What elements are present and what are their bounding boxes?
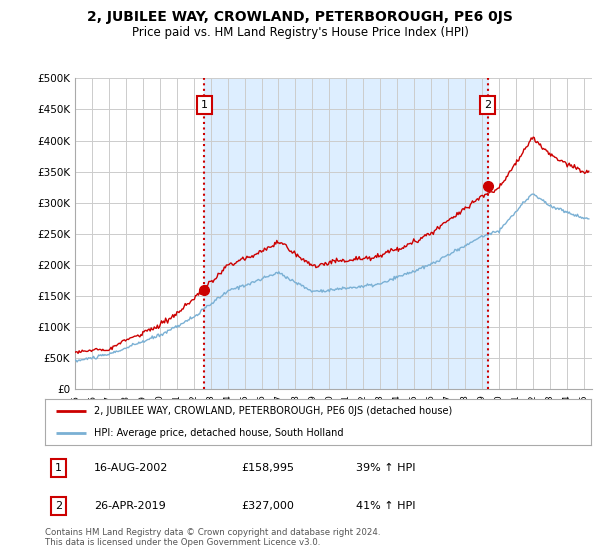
- Bar: [204, 78, 488, 389]
- Text: 41% ↑ HPI: 41% ↑ HPI: [356, 501, 416, 511]
- Text: 2, JUBILEE WAY, CROWLAND, PETERBOROUGH, PE6 0JS: 2, JUBILEE WAY, CROWLAND, PETERBOROUGH, …: [87, 10, 513, 24]
- Text: Contains HM Land Registry data © Crown copyright and database right 2024.
This d: Contains HM Land Registry data © Crown c…: [45, 528, 380, 547]
- Text: Price paid vs. HM Land Registry's House Price Index (HPI): Price paid vs. HM Land Registry's House …: [131, 26, 469, 39]
- Text: 39% ↑ HPI: 39% ↑ HPI: [356, 463, 416, 473]
- Text: HPI: Average price, detached house, South Holland: HPI: Average price, detached house, Sout…: [94, 428, 344, 438]
- Text: 2: 2: [55, 501, 62, 511]
- Text: 1: 1: [201, 100, 208, 110]
- Text: 2: 2: [484, 100, 491, 110]
- Text: £327,000: £327,000: [242, 501, 295, 511]
- Text: 1: 1: [55, 463, 62, 473]
- Text: 2, JUBILEE WAY, CROWLAND, PETERBOROUGH, PE6 0JS (detached house): 2, JUBILEE WAY, CROWLAND, PETERBOROUGH, …: [94, 406, 452, 416]
- Text: 26-APR-2019: 26-APR-2019: [94, 501, 166, 511]
- Text: 16-AUG-2002: 16-AUG-2002: [94, 463, 169, 473]
- Text: £158,995: £158,995: [242, 463, 295, 473]
